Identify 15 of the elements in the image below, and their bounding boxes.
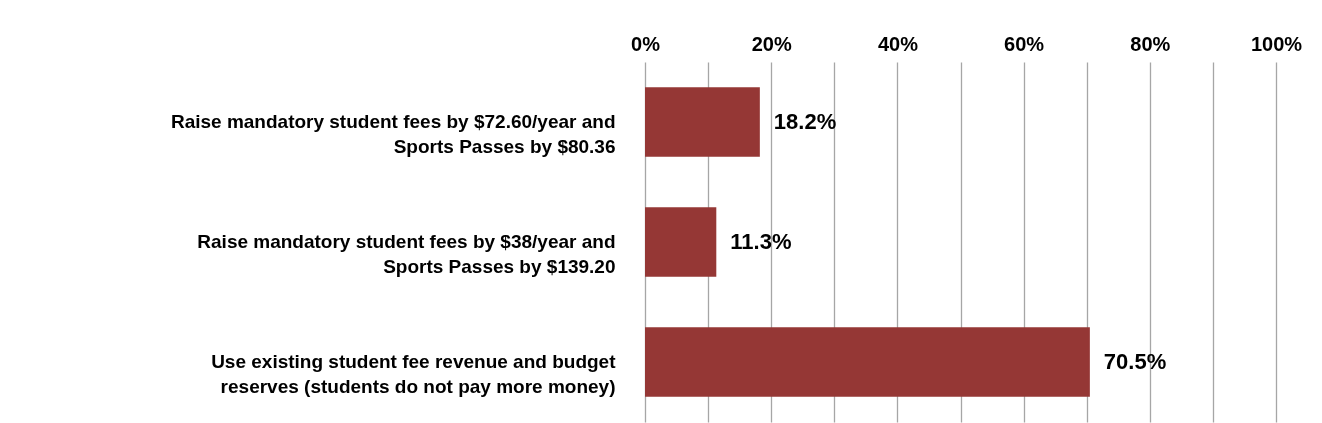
data-label: 18.2% [773,109,837,134]
data-label: 11.3% [730,229,792,254]
bar [645,87,760,157]
x-tick-label: 40% [877,32,919,55]
x-tick-label: 20% [751,32,792,55]
y-tick-label: Use existing student fee revenue and budget reserves (students do not pay more money) [211,351,617,397]
data-label: 70.5% [1103,349,1167,374]
bar [645,327,1090,397]
bar [645,207,717,277]
x-tick-label: 100% [1250,32,1303,55]
x-tick-label: 80% [1130,32,1171,55]
x-tick-label: 60% [1004,32,1045,55]
y-tick-label: Raise mandatory student fees by $72.60/year and Sports Passes by $80.36 [170,111,616,157]
x-tick-label: 0% [631,32,661,55]
y-tick-label: Raise mandatory student fees by $38/year and Sports Passes by $139.20 [197,231,616,277]
